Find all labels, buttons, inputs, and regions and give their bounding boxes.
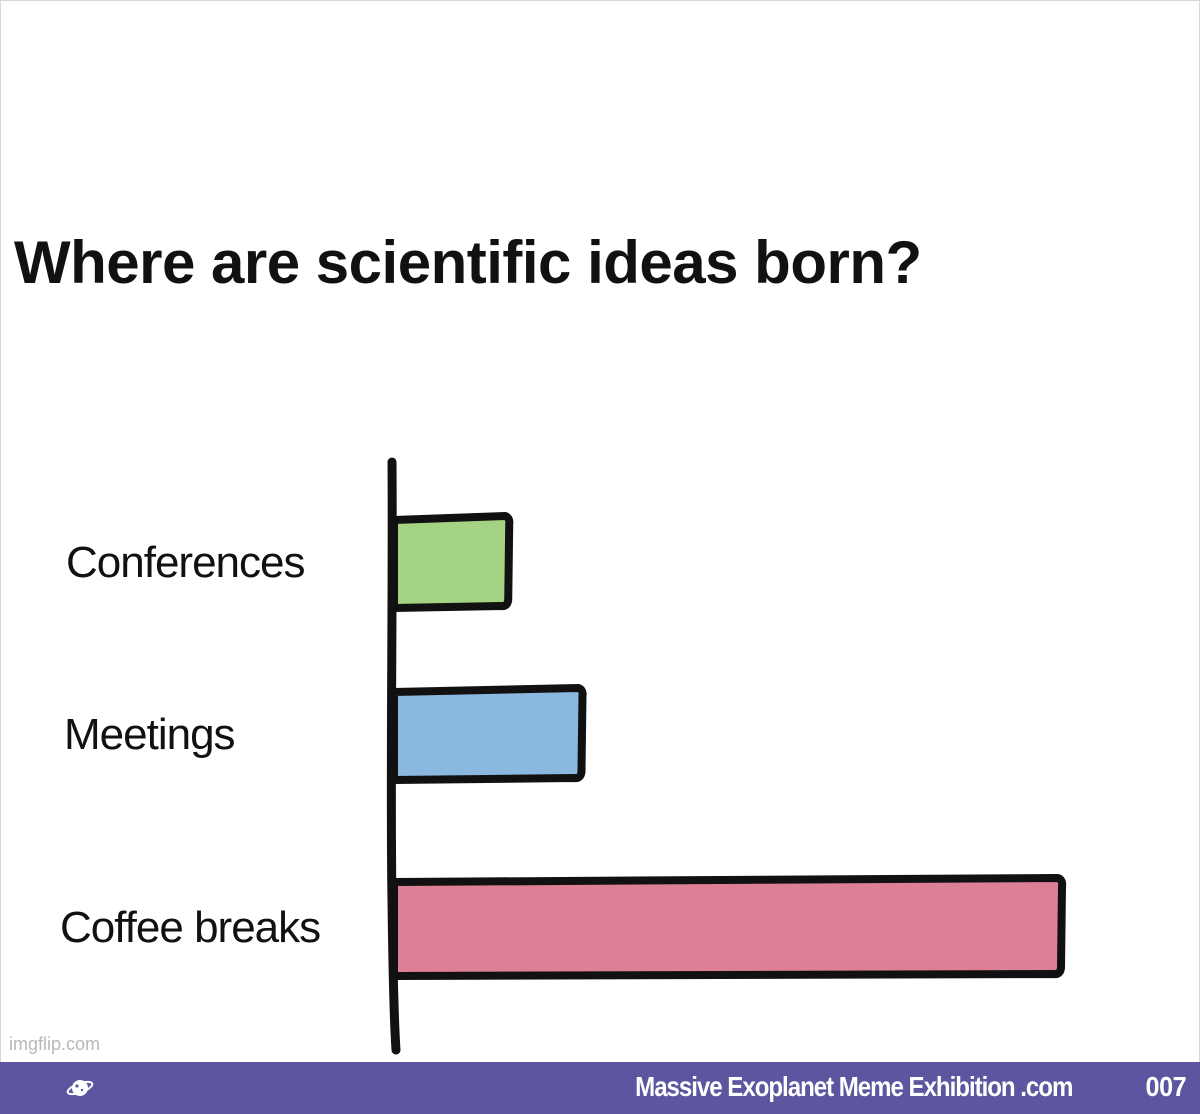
bar-coffee-breaks <box>390 874 1067 980</box>
bar-meetings <box>390 684 587 784</box>
category-label-meetings: Meetings <box>64 710 235 759</box>
category-label-coffee-breaks: Coffee breaks <box>60 903 320 952</box>
site-footer: Massive Exoplanet Meme Exhibition .com 0… <box>0 1062 1200 1114</box>
imgflip-watermark: imgflip.com <box>9 1034 101 1054</box>
bar-conferences <box>390 512 514 612</box>
bars-group <box>390 512 1067 980</box>
footer-number: 007 <box>1145 1071 1186 1102</box>
y-axis-line <box>386 457 401 1055</box>
category-label-conferences: Conferences <box>66 538 304 587</box>
category-labels-group: Conferences Meetings Coffee breaks <box>60 538 321 952</box>
planet-icon <box>66 1080 94 1096</box>
chart-title: Where are scientific ideas born? <box>14 229 922 296</box>
footer-site-name[interactable]: Massive Exoplanet Meme Exhibition .com <box>634 1071 1073 1102</box>
